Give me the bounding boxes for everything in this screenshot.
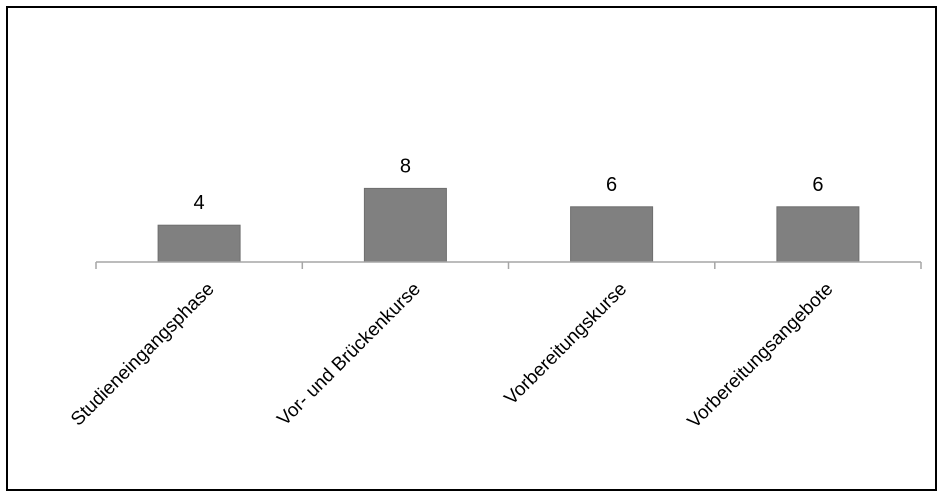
x-tick-label-3: Vorbereitungsangebote (684, 279, 838, 433)
bar-1 (363, 187, 447, 263)
data-label-0: 4 (194, 192, 205, 214)
x-tick-label-0: Studieneingangsphase (67, 279, 219, 431)
data-label-3: 6 (812, 174, 823, 196)
bar-3 (776, 206, 860, 263)
data-label-2: 6 (606, 174, 617, 196)
bar-0 (157, 224, 241, 263)
x-tick-label-2: Vorbereitungskurse (501, 279, 632, 410)
x-tick-label-1: Vor- und Brückenkurse (273, 279, 425, 431)
bar-2 (570, 206, 654, 263)
data-label-1: 8 (400, 155, 411, 177)
